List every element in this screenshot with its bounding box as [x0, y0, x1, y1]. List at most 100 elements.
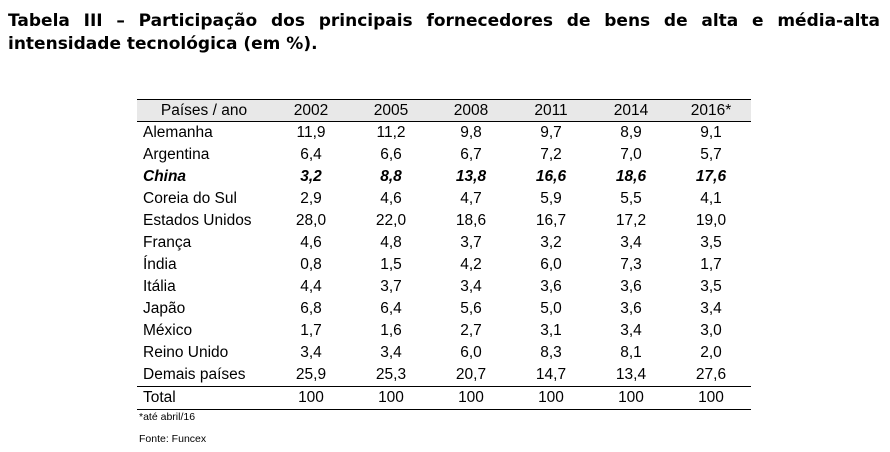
table-cell-value: 14,7 [535, 366, 567, 383]
column-header-country: Países / ano [137, 99, 271, 122]
table-cell-value: 3,2 [540, 234, 562, 251]
table-cell-value: 2,0 [700, 344, 722, 361]
table-cell-value: 13,8 [455, 168, 487, 185]
column-header-year: 2002 [271, 99, 351, 122]
table-cell-value: 1,6 [380, 322, 402, 339]
table-cell-value: 25,9 [295, 366, 327, 383]
table-cell-value: 9,8 [460, 124, 482, 141]
column-header-year: 2008 [431, 99, 511, 122]
table-cell-value: 100 [351, 386, 431, 410]
supplier-share-table: Países / ano 2002 2005 2008 2011 2014 20… [137, 99, 751, 410]
table-cell-value: 100 [271, 386, 351, 410]
table-cell-value: 16,6 [535, 168, 567, 185]
table-cell-value: 100 [671, 386, 751, 410]
row-country-label: Total [137, 386, 271, 410]
table-cell-value: 4,8 [380, 234, 402, 251]
table-cell-value: 6,0 [540, 256, 562, 273]
table-cell-value: 3,4 [620, 234, 642, 251]
row-country-label: Alemanha [143, 124, 213, 141]
table-cell-value: 25,3 [375, 366, 407, 383]
row-country-label: Demais países [143, 366, 246, 383]
table-cell-value: 7,0 [620, 146, 642, 163]
table-cell-value: 6,4 [380, 300, 402, 317]
table-cell-value: 5,9 [540, 190, 562, 207]
table-row: Estados Unidos 28,0 22,0 18,6 16,7 17,2 19,0 [137, 210, 751, 232]
column-header-year: 2005 [351, 99, 431, 122]
table-cell-value: 7,3 [620, 256, 642, 273]
row-country-label: Estados Unidos [143, 212, 252, 229]
table-row: Total 100 100 100 100 100 100 [137, 386, 751, 410]
table-row: Japão 6,8 6,4 5,6 5,0 3,6 3,4 [137, 298, 751, 320]
row-country-label: China [143, 168, 187, 185]
table-cell-value: 11,9 [296, 124, 326, 141]
table-cell-value: 3,4 [700, 300, 722, 317]
table-row: China 3,2 8,8 13,8 16,6 18,6 17,6 [137, 166, 751, 188]
table-cell-value: 8,3 [540, 344, 562, 361]
source-note: Fonte: Funcex [139, 433, 207, 445]
table-row: Coreia do Sul 2,9 4,6 4,7 5,9 5,5 4,1 [137, 188, 751, 210]
table-cell-value: 20,7 [455, 366, 487, 383]
table-cell-value: 3,1 [540, 322, 562, 339]
row-country-label: Reino Unido [143, 344, 229, 361]
table-cell-value: 6,8 [300, 300, 322, 317]
table-cell-value: 7,2 [540, 146, 562, 163]
table-row: Demais países 25,9 25,3 20,7 14,7 13,4 27,6 [137, 364, 751, 387]
row-country-label: Coreia do Sul [143, 190, 237, 207]
table-row: França 4,6 4,8 3,7 3,2 3,4 3,5 [137, 232, 751, 254]
table-cell-value: 11,2 [376, 124, 406, 141]
table-cell-value: 0,8 [300, 256, 322, 273]
table-cell-value: 17,6 [695, 168, 727, 185]
table-cell-value: 2,9 [300, 190, 322, 207]
row-country-label: Índia [143, 256, 177, 273]
table-cell-value: 3,0 [700, 322, 722, 339]
table-cell-value: 17,2 [615, 212, 647, 229]
table-row: Itália 4,4 3,7 3,4 3,6 3,6 3,5 [137, 276, 751, 298]
table-cell-value: 100 [431, 386, 511, 410]
table-cell-value: 18,6 [455, 212, 487, 229]
table-cell-value: 8,1 [620, 344, 642, 361]
table-cell-value: 8,9 [620, 124, 642, 141]
table-cell-value: 4,6 [380, 190, 402, 207]
table-cell-value: 13,4 [615, 366, 647, 383]
table-cell-value: 1,7 [300, 322, 322, 339]
footnote: *até abril/16 [139, 411, 196, 423]
table-cell-value: 9,1 [700, 124, 722, 141]
table-cell-value: 19,0 [695, 212, 727, 229]
table-body: Alemanha 11,9 11,2 9,8 9,7 8,9 9,1 Argentina 6,4… [137, 122, 751, 410]
table-cell-value: 2,7 [460, 322, 482, 339]
table-cell-value: 3,2 [300, 168, 322, 185]
table-cell-value: 27,6 [695, 366, 727, 383]
row-country-label: Argentina [143, 146, 210, 163]
table-cell-value: 3,6 [620, 278, 642, 295]
table-cell-value: 4,1 [700, 190, 722, 207]
table-cell-value: 28,0 [295, 212, 327, 229]
table-cell-value: 3,7 [460, 234, 482, 251]
table-cell-value: 6,7 [460, 146, 482, 163]
table-cell-value: 16,7 [535, 212, 567, 229]
table-cell-value: 3,4 [300, 344, 322, 361]
table-cell-value: 5,7 [700, 146, 722, 163]
table-header-row: Países / ano 2002 2005 2008 2011 2014 20… [137, 99, 751, 122]
table-cell-value: 100 [591, 386, 671, 410]
column-header-year: 2016* [671, 99, 751, 122]
table-cell-value: 5,0 [540, 300, 562, 317]
table-cell-value: 3,4 [620, 322, 642, 339]
table-cell-value: 3,4 [460, 278, 482, 295]
table-cell-value: 6,0 [460, 344, 482, 361]
table-cell-value: 8,8 [380, 168, 402, 185]
row-country-label: México [143, 322, 193, 339]
table-cell-value: 4,7 [460, 190, 482, 207]
table-cell-value: 5,6 [460, 300, 482, 317]
table-cell-value: 6,4 [300, 146, 322, 163]
table-cell-value: 9,7 [540, 124, 562, 141]
row-country-label: Japão [143, 300, 186, 317]
row-country-label: França [143, 234, 192, 251]
table-cell-value: 3,6 [540, 278, 562, 295]
table-cell-value: 3,5 [700, 278, 722, 295]
table-row: Reino Unido 3,4 3,4 6,0 8,3 8,1 2,0 [137, 342, 751, 364]
table-cell-value: 6,6 [380, 146, 402, 163]
data-table-container: Países / ano 2002 2005 2008 2011 2014 20… [137, 99, 751, 410]
table-row: Alemanha 11,9 11,2 9,8 9,7 8,9 9,1 [137, 122, 751, 145]
table-cell-value: 18,6 [615, 168, 647, 185]
table-cell-value: 5,5 [620, 190, 642, 207]
